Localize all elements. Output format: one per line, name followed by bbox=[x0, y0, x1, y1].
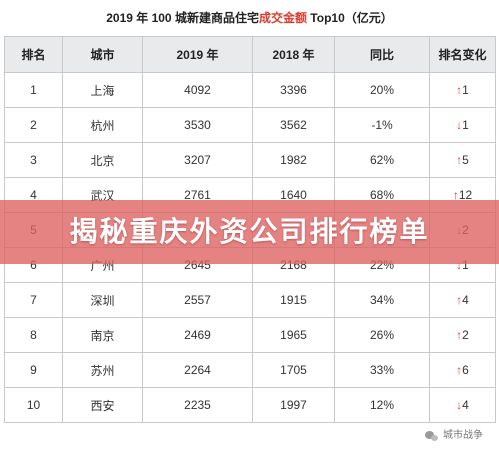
cell-yoy: 34% bbox=[334, 282, 430, 318]
title-highlight: 成交金额 bbox=[258, 11, 307, 25]
header-rank: 排名 bbox=[4, 36, 63, 73]
header-city: 城市 bbox=[62, 36, 143, 73]
cell-yoy: -1% bbox=[334, 107, 430, 143]
header-yoy: 同比 bbox=[334, 36, 430, 73]
cell-yoy: 62% bbox=[334, 142, 430, 178]
header-row: 排名 城市 2019 年 2018 年 同比 排名变化 bbox=[4, 36, 496, 73]
cell-2018: 1982 bbox=[252, 142, 335, 178]
cell-rank: 3 bbox=[4, 142, 63, 178]
cell-yoy: 26% bbox=[334, 317, 430, 353]
cell-2018: 3396 bbox=[252, 72, 335, 108]
cell-city: 南京 bbox=[62, 317, 143, 353]
cell-rank-change: ↑1 bbox=[429, 72, 496, 108]
cell-2019: 3530 bbox=[142, 107, 253, 143]
cell-yoy: 33% bbox=[334, 352, 430, 388]
cell-city: 上海 bbox=[62, 72, 143, 108]
title-prefix: 2019 年 100 城新建商品住宅 bbox=[106, 11, 259, 25]
cell-2019: 2235 bbox=[142, 387, 253, 423]
cell-2019: 2469 bbox=[142, 317, 253, 353]
rank-change-arrow-icon: ↑ bbox=[456, 293, 463, 307]
table-title: 2019 年 100 城新建商品住宅成交金额 Top10（亿元） bbox=[4, 0, 495, 36]
rank-change-value: 4 bbox=[462, 398, 469, 412]
cell-2019: 2264 bbox=[142, 352, 253, 388]
cell-rank: 8 bbox=[4, 317, 63, 353]
cell-rank-change: ↓4 bbox=[429, 387, 496, 423]
rank-change-arrow-icon: ↑ bbox=[456, 328, 463, 342]
cell-rank: 10 bbox=[4, 387, 63, 423]
cell-city: 西安 bbox=[62, 387, 143, 423]
title-suffix: Top10（亿元） bbox=[306, 11, 393, 25]
cell-rank: 9 bbox=[4, 352, 63, 388]
rank-change-value: 5 bbox=[462, 153, 469, 167]
rank-change-arrow-icon: ↑ bbox=[456, 363, 463, 377]
cell-2019: 4092 bbox=[142, 72, 253, 108]
wechat-icon bbox=[425, 430, 439, 442]
cell-2019: 2557 bbox=[142, 282, 253, 318]
rank-change-arrow-icon: ↑ bbox=[456, 153, 463, 167]
rank-change-arrow-icon: ↓ bbox=[456, 258, 463, 272]
table-row: 1 上海 4092 3396 20% ↑1 bbox=[4, 72, 496, 108]
rank-change-arrow-icon: ↑ bbox=[456, 83, 463, 97]
rank-change-arrow-icon: ↑ bbox=[452, 188, 459, 202]
table-row: 9 苏州 2264 1705 33% ↑6 bbox=[4, 352, 496, 388]
cell-rank: 1 bbox=[4, 72, 63, 108]
cell-rank-change: ↑4 bbox=[429, 282, 496, 318]
cell-2018: 1997 bbox=[252, 387, 335, 423]
cell-yoy: 20% bbox=[334, 72, 430, 108]
watermark: 城市战争 bbox=[425, 427, 483, 445]
rank-change-value: 6 bbox=[462, 363, 469, 377]
cell-2019: 3207 bbox=[142, 142, 253, 178]
cell-2018: 1705 bbox=[252, 352, 335, 388]
cell-2018: 3562 bbox=[252, 107, 335, 143]
rank-change-value: 12 bbox=[458, 188, 473, 202]
table-row: 3 北京 3207 1982 62% ↑5 bbox=[4, 142, 496, 178]
table-row: 10 西安 2235 1997 12% ↓4 bbox=[4, 387, 496, 423]
table-row: 8 南京 2469 1965 26% ↑2 bbox=[4, 317, 496, 353]
header-2018: 2018 年 bbox=[252, 36, 335, 73]
rank-change-arrow-icon: ↓ bbox=[456, 118, 463, 132]
cell-city: 北京 bbox=[62, 142, 143, 178]
overlay-banner[interactable]: 揭秘重庆外资公司排行榜单 bbox=[0, 200, 499, 264]
cell-2018: 1915 bbox=[252, 282, 335, 318]
cell-rank-change: ↑6 bbox=[429, 352, 496, 388]
rank-change-value: 1 bbox=[462, 258, 469, 272]
watermark-text: 城市战争 bbox=[443, 430, 483, 441]
table-row: 2 杭州 3530 3562 -1% ↓1 bbox=[4, 107, 496, 143]
table-row: 4 武汉 2761 1640 68% ↑12 bbox=[4, 177, 496, 213]
rank-change-value: 4 bbox=[462, 293, 469, 307]
rank-change-value: 1 bbox=[462, 83, 469, 97]
table-row: 7 深圳 2557 1915 34% ↑4 bbox=[4, 282, 496, 318]
cell-rank: 2 bbox=[4, 107, 63, 143]
banner-title[interactable]: 揭秘重庆外资公司排行榜单 bbox=[69, 216, 430, 247]
cell-rank: 7 bbox=[4, 282, 63, 318]
cell-2018: 1965 bbox=[252, 317, 335, 353]
cell-city: 深圳 bbox=[62, 282, 143, 318]
cell-rank-change: ↑5 bbox=[429, 142, 496, 178]
header-rank-change: 排名变化 bbox=[429, 36, 496, 73]
rank-change-value: 1 bbox=[462, 118, 469, 132]
cell-rank-change: ↑2 bbox=[429, 317, 496, 353]
cell-city: 苏州 bbox=[62, 352, 143, 388]
header-2019: 2019 年 bbox=[142, 36, 253, 73]
rank-change-arrow-icon: ↓ bbox=[456, 398, 463, 412]
cell-city: 杭州 bbox=[62, 107, 143, 143]
rank-change-value: 2 bbox=[462, 328, 469, 342]
cell-yoy: 12% bbox=[334, 387, 430, 423]
cell-rank-change: ↓1 bbox=[429, 107, 496, 143]
